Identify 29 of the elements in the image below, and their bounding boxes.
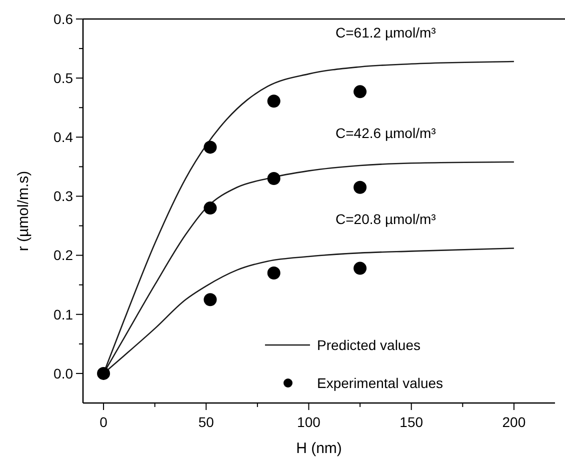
y-tick-label: 0.5: [54, 70, 74, 86]
x-tick-label: 0: [100, 414, 108, 430]
y-tick-label: 0.0: [54, 365, 74, 382]
point: [204, 202, 217, 215]
point: [97, 366, 110, 380]
annotation: C=42.6 µmol/m³: [336, 124, 436, 141]
y-tick-label: 0.3: [54, 188, 74, 204]
point: [204, 293, 217, 306]
x-tick-label: 200: [502, 414, 526, 430]
y-axis-title: r (µmol/m.s): [15, 170, 32, 252]
point: [354, 85, 367, 98]
point: [204, 140, 217, 154]
annotation: C=20.8 µmol/m³: [336, 211, 436, 228]
point: [267, 94, 280, 108]
y-tick-label: 0.2: [54, 247, 74, 264]
point: [267, 266, 280, 280]
y-tick-label: 0.4: [54, 129, 74, 146]
y-tick-label: 0.1: [54, 306, 74, 322]
legend-label: Predicted values: [317, 336, 421, 353]
y-tick-label: 0.6: [54, 10, 74, 27]
annotation: C=61.2 µmol/m³: [336, 24, 436, 41]
x-tick-label: 150: [400, 414, 424, 430]
point: [354, 262, 367, 275]
x-tick-label: 100: [297, 414, 321, 430]
x-tick-label: 50: [198, 414, 214, 430]
legend-label: Experimental values: [317, 374, 444, 391]
point: [267, 172, 280, 186]
point: [354, 180, 367, 194]
x-axis-title: H (nm): [296, 440, 342, 457]
